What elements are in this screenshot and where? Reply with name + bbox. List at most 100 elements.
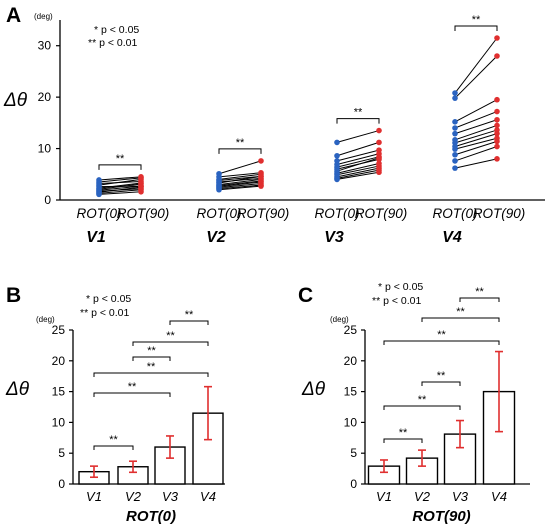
panel-a-point-v4-rot90 xyxy=(494,122,500,129)
panel-a-point-v2-rot90 xyxy=(258,158,264,164)
panel-b-sig-stars: ** xyxy=(166,330,175,342)
panel-a-y-tick-label: 20 xyxy=(38,90,52,104)
panel-b-sig-bracket xyxy=(132,341,209,346)
panel-c-y-tick-label: 20 xyxy=(344,354,358,368)
panel-a-pair-line xyxy=(218,173,262,180)
panel-a-point-v4-rot90 xyxy=(494,96,500,103)
panel-c-sig-stars: ** xyxy=(437,370,446,382)
panel-c-sig-stars: ** xyxy=(437,329,446,341)
panel-a-condition-label: ROT(90) xyxy=(355,206,408,221)
panel-a-point-v3-rot0 xyxy=(334,139,340,146)
panel-a-point-v4-rot0 xyxy=(452,119,458,125)
panel-a-pair-line xyxy=(218,178,262,186)
panel-b-sig-stars: ** xyxy=(128,381,137,393)
panel-b-sig-stars: ** xyxy=(147,345,156,357)
panel-b-y-tick-label: 0 xyxy=(58,477,65,491)
panel-a-point-v4-rot90 xyxy=(494,130,500,137)
panel-c-sig-bracket xyxy=(421,381,461,386)
panel-a-condition-label: ROT(0) xyxy=(77,206,122,221)
panel-a-point-v4-rot90 xyxy=(494,53,500,59)
panel-c-x-tick-label: V1 xyxy=(376,489,392,504)
panel-a-point-v4-rot90 xyxy=(494,138,500,145)
panel-a-sig-bracket xyxy=(98,164,142,170)
panel-a-pair-line xyxy=(336,169,380,179)
panel-a-point-v2-rot90 xyxy=(258,183,264,189)
panel-c-y-tick-label: 25 xyxy=(344,323,358,337)
panel-a-label: A xyxy=(6,4,21,27)
panel-a-point-v4-rot0 xyxy=(452,165,458,171)
panel-a-pair-line xyxy=(454,37,498,94)
panel-a-pair-line xyxy=(454,129,498,144)
panel-a-pair-line xyxy=(98,189,142,194)
panel-b-x-tick-label: V2 xyxy=(125,489,142,504)
panel-a-condition-label: ROT(0) xyxy=(315,206,360,221)
panel-c-legend-p01: ** p < 0.01 xyxy=(372,295,421,307)
panel-a-pair-line xyxy=(336,153,380,165)
panel-b-y-tick-label: 20 xyxy=(52,354,66,368)
panel-c-plot: 0 5 10 15 20 25 V1 V2 V3 V4 ROT(90) ** ** ** ** ** ** xyxy=(344,286,530,525)
panel-b-unit: (deg) xyxy=(36,315,55,324)
panel-b-y-tick-label: 15 xyxy=(52,385,66,399)
panel-a-pair-line xyxy=(98,183,142,190)
panel-a-point-v3-rot90 xyxy=(376,169,382,176)
panel-b-label: B xyxy=(6,284,21,307)
panel-a-pair-line xyxy=(454,124,498,141)
panel-a-group-label: V2 xyxy=(206,229,226,246)
panel-a-group-label: V3 xyxy=(324,229,344,246)
panel-b-y-tick-label: 25 xyxy=(52,323,66,337)
panel-a-point-v4-rot90 xyxy=(494,156,500,162)
panel-b-bar-v3 xyxy=(154,446,186,485)
panel-a-pair-line xyxy=(98,176,142,181)
panel-a-pair-line xyxy=(336,165,380,176)
panel-b-sig-stars: ** xyxy=(147,361,156,373)
panel-a-pair-line xyxy=(454,99,498,123)
panel-a-pair-line xyxy=(336,167,380,178)
panel-a-y-tick-label: 10 xyxy=(38,142,52,156)
panel-a-sig-stars: ** xyxy=(354,107,363,119)
panel-b-sig-bracket xyxy=(169,320,209,325)
panel-a-pair-line xyxy=(454,146,498,162)
panel-b-sig-bracket xyxy=(93,445,134,450)
panel-c-y-tick-label: 0 xyxy=(350,477,357,491)
panel-b-sig-stars: ** xyxy=(185,309,194,321)
panel-c-y-tick-label: 15 xyxy=(344,385,358,399)
panel-a-condition-label: ROT(0) xyxy=(197,206,242,221)
panel-b-y-tick-label: 5 xyxy=(58,446,65,460)
panel-b-sig-bracket xyxy=(93,372,209,377)
panel-a-sig-stars: ** xyxy=(236,137,245,149)
panel-b-plot: 0 5 10 15 20 25 V1 V2 V3 V4 ROT(0) ** ** ** ** ** ** xyxy=(52,309,225,525)
panel-a-pair-line xyxy=(336,141,380,157)
panel-b-sig-stars: ** xyxy=(109,434,118,446)
panel-a-legend-p05: * p < 0.05 xyxy=(94,24,139,36)
panel-a-condition-label: ROT(90) xyxy=(473,206,526,221)
panel-a-point-v4-rot0 xyxy=(452,158,458,164)
panel-a-point-v3-rot0 xyxy=(334,152,340,159)
panel-c-sig-bracket xyxy=(383,405,461,410)
panel-a-pair-line xyxy=(98,186,142,193)
panel-a-y-tick-label: 30 xyxy=(38,39,52,53)
panel-a-pair-line xyxy=(454,158,498,169)
panel-c-x-tick-label: V2 xyxy=(414,489,431,504)
panel-a-pair-line xyxy=(98,191,142,195)
panel-c-sig-bracket xyxy=(421,317,500,322)
panel-a-sig-stars: ** xyxy=(116,153,125,165)
panel-b-sig-bracket xyxy=(93,392,171,397)
panel-a-pair-line xyxy=(218,185,262,191)
panel-a-point-v4-rot90 xyxy=(494,108,500,115)
panel-a-unit: (deg) xyxy=(34,12,53,21)
panel-a-pair-line xyxy=(218,175,262,184)
panel-c-sig-stars: ** xyxy=(399,427,408,439)
panel-a-point-v4-rot0 xyxy=(452,95,458,101)
panel-a-legend-p01: ** p < 0.01 xyxy=(88,37,137,49)
panel-a-point-v3-rot90 xyxy=(376,127,382,134)
panel-a-point-v1-rot0 xyxy=(96,191,102,198)
panel-c-unit: (deg) xyxy=(330,315,349,324)
panel-a-point-v3-rot90 xyxy=(376,155,382,161)
panel-a-pair-line xyxy=(336,171,380,180)
panel-a-condition-label: ROT(90) xyxy=(237,206,290,221)
panel-c-sig-bracket xyxy=(383,340,500,345)
panel-c-legend-p05: * p < 0.05 xyxy=(378,281,423,293)
panel-c-y-tick-label: 5 xyxy=(350,446,357,460)
panel-b-x-tick-label: V4 xyxy=(200,489,216,504)
panel-a-pair-line xyxy=(218,177,262,183)
